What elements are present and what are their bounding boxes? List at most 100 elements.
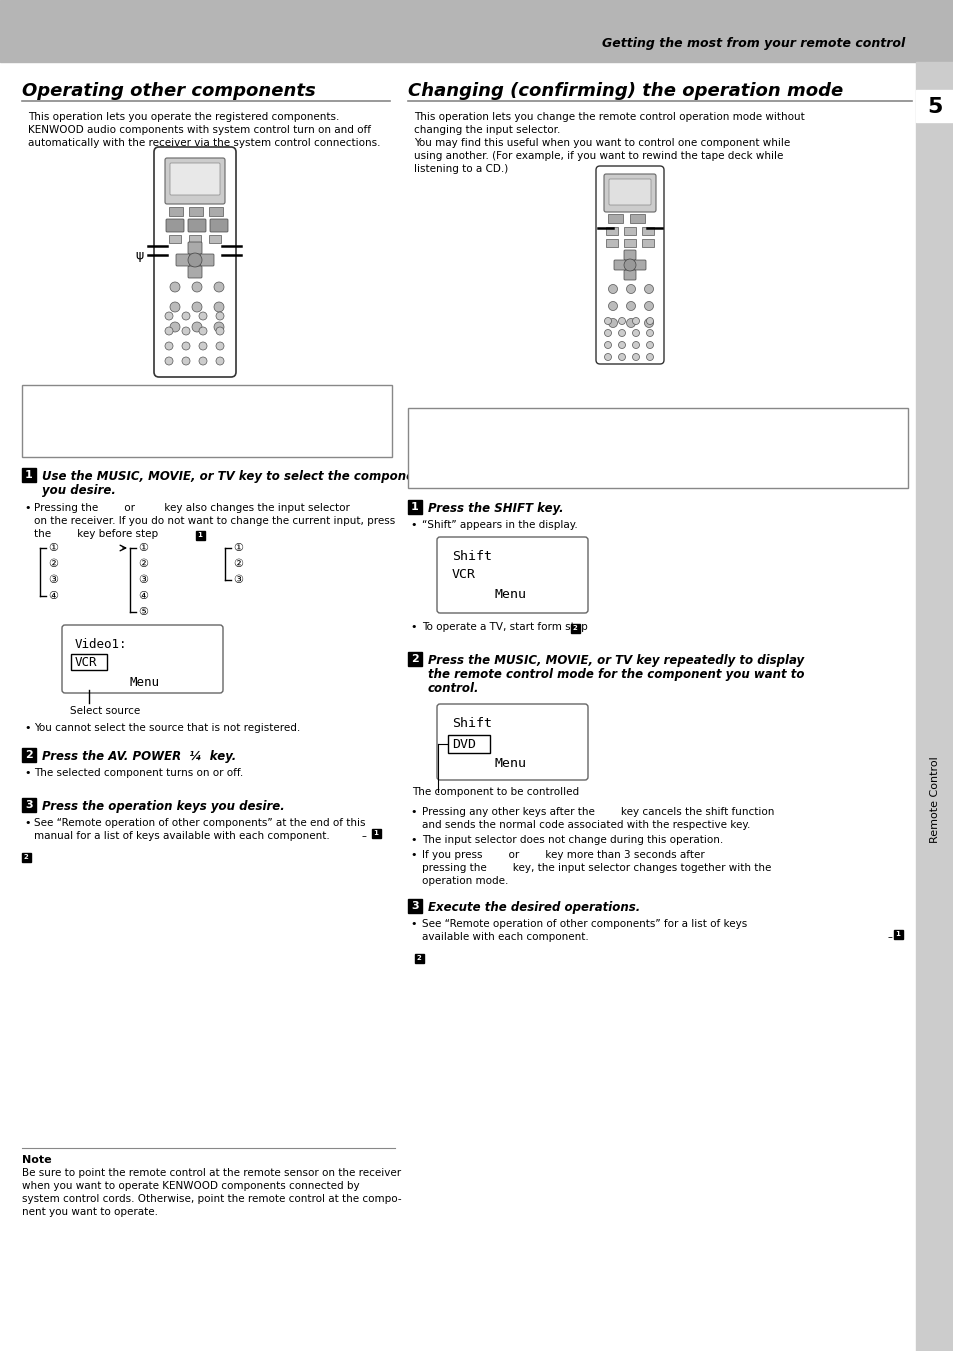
Bar [209, 207, 223, 216]
FancyBboxPatch shape [175, 254, 190, 266]
Bar [623, 227, 636, 235]
Bar [607, 213, 622, 223]
FancyBboxPatch shape [634, 259, 645, 270]
Circle shape [199, 357, 207, 365]
Text: ②: ② [48, 559, 58, 569]
Text: Be sure to point the remote control at the remote sensor on the receiver: Be sure to point the remote control at t… [22, 1169, 400, 1178]
Bar [22, 467, 36, 482]
Bar [169, 207, 183, 216]
Text: pressing the        key, the input selector changes together with the: pressing the key, the input selector cha… [421, 863, 771, 873]
FancyBboxPatch shape [62, 626, 223, 693]
Text: •: • [410, 850, 416, 861]
Text: 1: 1 [895, 931, 900, 938]
Text: Note: Note [22, 1155, 51, 1165]
Text: Press the operation keys you desire.: Press the operation keys you desire. [42, 800, 284, 813]
Text: ②: ② [233, 559, 243, 569]
Text: •: • [24, 503, 30, 513]
Bar [22, 385, 392, 457]
Circle shape [215, 327, 224, 335]
Circle shape [646, 330, 653, 336]
Circle shape [632, 317, 639, 324]
Bar [408, 898, 421, 913]
Text: The input selector does not change during this operation.: The input selector does not change durin… [421, 835, 722, 844]
Text: Select source: Select source [70, 707, 140, 716]
Text: ⑤: ⑤ [138, 607, 148, 617]
Text: This operation lets you operate the registered components.: This operation lets you operate the regi… [28, 112, 339, 122]
Circle shape [188, 253, 202, 267]
Text: –: – [361, 831, 370, 842]
Text: VCR: VCR [452, 567, 476, 581]
Text: ②: ② [138, 559, 148, 569]
Text: ③: ③ [48, 576, 58, 585]
FancyBboxPatch shape [166, 219, 184, 232]
Circle shape [170, 322, 180, 332]
Bar [169, 235, 181, 243]
Circle shape [199, 327, 207, 335]
Circle shape [608, 301, 617, 311]
Circle shape [608, 319, 617, 327]
Text: Pressing any other keys after the        key cancels the shift function: Pressing any other keys after the key ca… [421, 807, 774, 817]
Circle shape [213, 303, 224, 312]
Text: •: • [410, 919, 416, 929]
Text: Changing (confirming) the operation mode: Changing (confirming) the operation mode [408, 82, 842, 100]
Text: changing the input selector.: changing the input selector. [414, 126, 559, 135]
Text: available with each component.: available with each component. [421, 932, 588, 942]
Bar [209, 235, 221, 243]
Text: –: – [886, 932, 891, 942]
Text: ④: ④ [48, 590, 58, 601]
Circle shape [618, 317, 625, 324]
Bar [189, 207, 203, 216]
Circle shape [626, 301, 635, 311]
FancyBboxPatch shape [153, 147, 235, 377]
Bar [22, 798, 36, 812]
FancyBboxPatch shape [603, 174, 656, 212]
Circle shape [199, 342, 207, 350]
Circle shape [215, 357, 224, 365]
Bar [372, 830, 380, 838]
Bar [571, 624, 579, 634]
Circle shape [604, 330, 611, 336]
Bar [71, 654, 107, 670]
Text: Menu: Menu [495, 588, 526, 601]
Text: •: • [410, 807, 416, 817]
Text: Shift: Shift [452, 550, 492, 563]
Text: Execute the desired operations.: Execute the desired operations. [428, 901, 639, 915]
Text: •: • [24, 723, 30, 734]
FancyBboxPatch shape [188, 242, 202, 254]
Circle shape [170, 282, 180, 292]
Bar [641, 227, 654, 235]
Text: VCR: VCR [75, 655, 97, 669]
Bar [22, 852, 30, 862]
Bar [408, 500, 421, 513]
FancyBboxPatch shape [165, 158, 225, 204]
Bar [915, 62, 953, 1351]
FancyBboxPatch shape [200, 254, 213, 266]
Text: •: • [24, 817, 30, 828]
Text: Press the MUSIC, MOVIE, or TV key repeatedly to display: Press the MUSIC, MOVIE, or TV key repeat… [428, 654, 803, 667]
Text: listening to a CD.): listening to a CD.) [414, 163, 508, 174]
Circle shape [644, 301, 653, 311]
Bar [0, 0, 953, 62]
Circle shape [608, 285, 617, 293]
Text: on the receiver. If you do not want to change the current input, press: on the receiver. If you do not want to c… [34, 516, 395, 526]
Text: Menu: Menu [130, 676, 160, 689]
Text: when you want to operate KENWOOD components connected by: when you want to operate KENWOOD compone… [22, 1181, 359, 1192]
Text: ①: ① [138, 543, 148, 553]
Text: If you press        or        key more than 3 seconds after: If you press or key more than 3 seconds … [421, 850, 704, 861]
Circle shape [604, 317, 611, 324]
Text: operation mode.: operation mode. [421, 875, 508, 886]
Bar [641, 239, 654, 247]
Text: Press the AV. POWER  ¼  key.: Press the AV. POWER ¼ key. [42, 750, 236, 763]
Bar [629, 213, 644, 223]
Circle shape [646, 354, 653, 361]
Circle shape [213, 282, 224, 292]
Text: ①: ① [233, 543, 243, 553]
Bar [448, 735, 490, 753]
Circle shape [199, 312, 207, 320]
Text: This operation lets you change the remote control operation mode without: This operation lets you change the remot… [414, 112, 804, 122]
Circle shape [604, 354, 611, 361]
FancyBboxPatch shape [596, 166, 663, 363]
Text: Operating other components: Operating other components [22, 82, 315, 100]
Circle shape [192, 322, 202, 332]
Text: ③: ③ [138, 576, 148, 585]
